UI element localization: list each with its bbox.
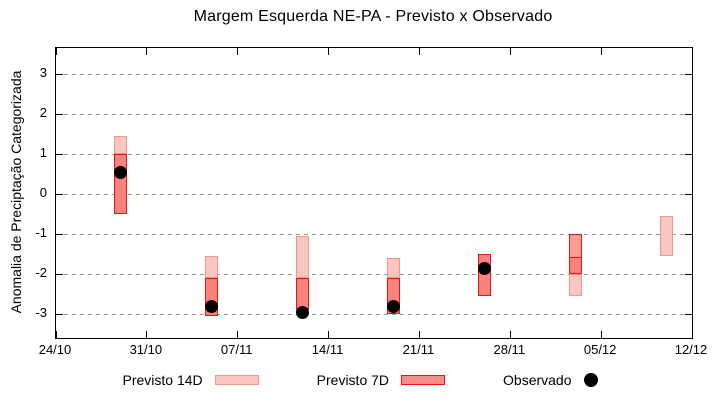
plot-area (55, 47, 693, 339)
legend-swatch-previsto-7d-icon (401, 375, 446, 385)
x-tick-label: 12/12 (674, 342, 708, 357)
y-tick-left (56, 193, 63, 195)
x-tick-bottom (328, 331, 330, 338)
previsto-14d-box (205, 256, 219, 278)
x-tick-bottom (146, 331, 148, 338)
x-tick-top (55, 48, 57, 55)
x-tick-label: 14/11 (311, 342, 344, 357)
x-tick-label: 28/11 (493, 342, 526, 357)
x-tick-top (509, 48, 511, 55)
gridline (56, 193, 692, 195)
x-tick-bottom (418, 331, 420, 338)
previsto-14d-box (386, 258, 400, 278)
x-tick-label: 21/11 (402, 342, 435, 357)
x-tick-label: 05/12 (583, 342, 617, 357)
y-tick-left (56, 233, 63, 235)
previsto-14d-box (296, 236, 310, 278)
x-tick-bottom (509, 331, 511, 338)
y-tick-label: 3 (39, 65, 47, 80)
previsto-7d-box (114, 154, 128, 214)
y-tick-left (56, 313, 63, 315)
gridline (56, 73, 692, 75)
legend-item-previsto-14d: Previsto 14D (123, 372, 259, 388)
y-tick-right (685, 313, 692, 315)
gridline (56, 273, 692, 275)
observado-point (296, 305, 310, 319)
previsto-14d-box (659, 216, 673, 256)
previsto-14d-box (114, 136, 128, 154)
observado-point (114, 165, 128, 179)
gridline (56, 233, 692, 235)
x-tick-bottom (600, 331, 602, 338)
y-tick-left (56, 273, 63, 275)
legend-swatch-previsto-14d-icon (214, 375, 259, 385)
gridline (56, 313, 692, 315)
y-tick-right (685, 233, 692, 235)
x-tick-top (600, 48, 602, 55)
gridline (56, 113, 692, 115)
x-tick-label: 07/11 (220, 342, 253, 357)
legend-item-observado: Observado (503, 372, 598, 388)
gridline (56, 153, 692, 155)
y-tick-left (56, 113, 63, 115)
y-tick-left (56, 73, 63, 75)
x-tick-top (418, 48, 420, 55)
previsto-7d-box (568, 234, 582, 274)
x-tick-bottom (55, 331, 57, 338)
y-tick-right (685, 73, 692, 75)
y-tick-right (685, 193, 692, 195)
y-tick-left (56, 153, 63, 155)
legend-marker-observado-icon (583, 373, 598, 387)
observado-point (205, 299, 219, 313)
x-tick-bottom (691, 331, 693, 338)
y-tick-label: 0 (39, 185, 47, 200)
y-tick-label: 1 (39, 145, 47, 160)
y-tick-right (685, 113, 692, 115)
x-tick-label: 24/10 (38, 342, 72, 357)
legend-label-observado: Observado (503, 372, 572, 388)
chart-title: Margem Esquerda NE-PA - Previsto x Obser… (193, 8, 553, 25)
x-tick-bottom (237, 331, 239, 338)
y-tick-label: -2 (35, 265, 47, 280)
legend-label-previsto-14d: Previsto 14D (122, 372, 203, 388)
x-tick-top (691, 48, 693, 55)
observado-point (477, 261, 491, 275)
previsto-14d-box (568, 274, 582, 296)
y-tick-label: 2 (39, 105, 47, 120)
observado-point (386, 299, 400, 313)
y-tick-label: -1 (35, 225, 47, 240)
legend-item-previsto-7d: Previsto 7D (316, 372, 446, 388)
x-tick-top (328, 48, 330, 55)
y-tick-right (685, 273, 692, 275)
legend-label-previsto-7d: Previsto 7D (316, 372, 390, 388)
previsto-7d-upper-segment (569, 235, 581, 258)
y-tick-label: -3 (35, 305, 47, 320)
previsto-7d-box (477, 254, 491, 296)
x-tick-top (237, 48, 239, 55)
y-tick-right (685, 153, 692, 155)
x-tick-top (146, 48, 148, 55)
x-tick-label: 31/10 (129, 342, 163, 357)
legend: Previsto 14D Previsto 7D Observado (0, 372, 720, 388)
